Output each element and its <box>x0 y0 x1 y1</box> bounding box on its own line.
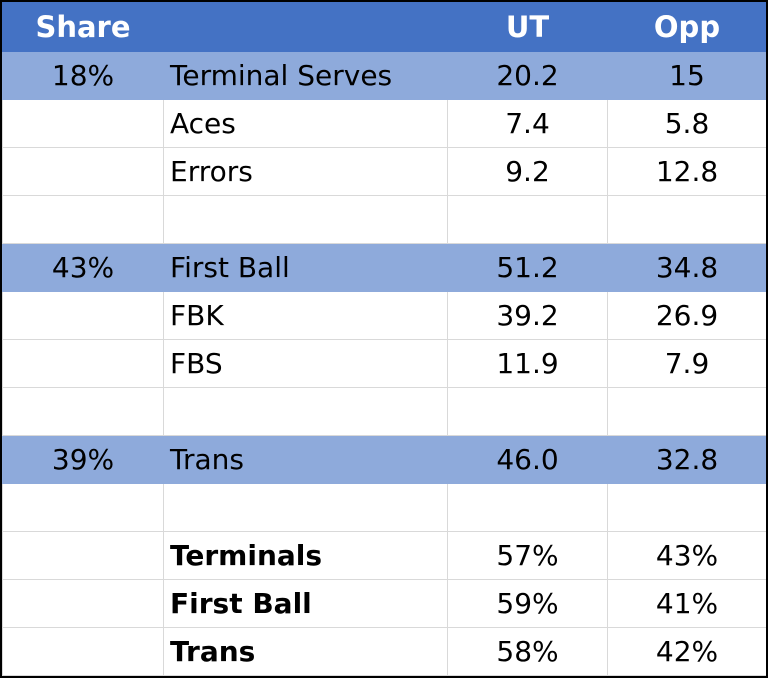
share-cell <box>2 339 164 388</box>
ut-cell: 39.2 <box>447 291 608 340</box>
table-row: Trans 58% 42% <box>2 627 766 676</box>
opp-cell: 43% <box>607 531 766 580</box>
share-cell: 43% <box>2 243 164 292</box>
header-row: Share UT Opp <box>2 2 766 52</box>
opp-cell: 42% <box>607 627 766 676</box>
ut-cell <box>447 483 608 532</box>
ut-cell <box>447 387 608 436</box>
label-cell: Terminal Serves <box>163 51 448 100</box>
label-cell <box>163 483 448 532</box>
ut-cell: 9.2 <box>447 147 608 196</box>
header-label <box>163 2 448 52</box>
opp-cell: 41% <box>607 579 766 628</box>
opp-cell: 34.8 <box>607 243 766 292</box>
share-cell <box>2 99 164 148</box>
ut-cell: 59% <box>447 579 608 628</box>
share-cell <box>2 579 164 628</box>
table-body: 18% Terminal Serves 20.2 15 Aces 7.4 5.8 Errors… <box>2 51 766 676</box>
ut-cell <box>447 195 608 244</box>
ut-cell: 57% <box>447 531 608 580</box>
label-cell: Terminals <box>163 531 448 580</box>
header-opp: Opp <box>607 2 766 52</box>
table-row <box>2 195 766 244</box>
table-row: Aces 7.4 5.8 <box>2 99 766 148</box>
share-cell <box>2 531 164 580</box>
share-cell <box>2 291 164 340</box>
ut-cell: 58% <box>447 627 608 676</box>
label-cell <box>163 195 448 244</box>
table-row: Terminals 57% 43% <box>2 531 766 580</box>
share-cell <box>2 195 164 244</box>
opp-cell <box>607 195 766 244</box>
share-cell <box>2 627 164 676</box>
ut-cell: 46.0 <box>447 435 608 484</box>
opp-cell: 15 <box>607 51 766 100</box>
header-share: Share <box>2 2 164 52</box>
opp-cell <box>607 483 766 532</box>
opp-cell: 26.9 <box>607 291 766 340</box>
section-row: 18% Terminal Serves 20.2 15 <box>2 51 766 100</box>
table-row: FBS 11.9 7.9 <box>2 339 766 388</box>
opp-cell: 12.8 <box>607 147 766 196</box>
opp-cell: 32.8 <box>607 435 766 484</box>
label-cell: FBS <box>163 339 448 388</box>
opp-cell: 7.9 <box>607 339 766 388</box>
table-row: FBK 39.2 26.9 <box>2 291 766 340</box>
label-cell: FBK <box>163 291 448 340</box>
table-row: First Ball 59% 41% <box>2 579 766 628</box>
ut-cell: 7.4 <box>447 99 608 148</box>
label-cell: Trans <box>163 627 448 676</box>
table-row <box>2 483 766 532</box>
opp-cell <box>607 387 766 436</box>
share-cell: 18% <box>2 51 164 100</box>
label-cell: Errors <box>163 147 448 196</box>
table-row: Errors 9.2 12.8 <box>2 147 766 196</box>
ut-cell: 20.2 <box>447 51 608 100</box>
share-cell <box>2 483 164 532</box>
share-cell <box>2 147 164 196</box>
ut-cell: 11.9 <box>447 339 608 388</box>
ut-cell: 51.2 <box>447 243 608 292</box>
label-cell: First Ball <box>163 579 448 628</box>
section-row: 39% Trans 46.0 32.8 <box>2 435 766 484</box>
label-cell <box>163 387 448 436</box>
opp-cell: 5.8 <box>607 99 766 148</box>
share-cell <box>2 387 164 436</box>
label-cell: First Ball <box>163 243 448 292</box>
table-row <box>2 387 766 436</box>
section-row: 43% First Ball 51.2 34.8 <box>2 243 766 292</box>
label-cell: Aces <box>163 99 448 148</box>
label-cell: Trans <box>163 435 448 484</box>
share-cell: 39% <box>2 435 164 484</box>
header-ut: UT <box>447 2 608 52</box>
